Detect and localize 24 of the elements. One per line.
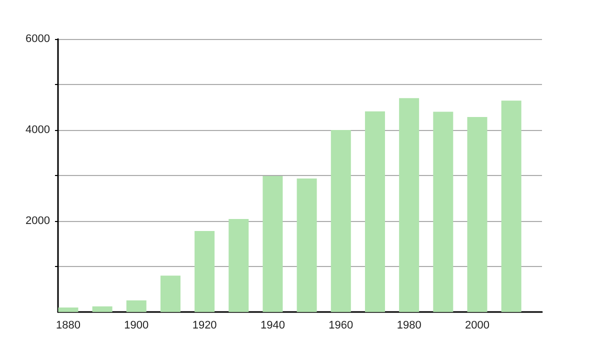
bar bbox=[501, 100, 522, 312]
x-tick-label: 1880 bbox=[56, 320, 80, 332]
bar bbox=[126, 300, 146, 312]
y-tick-label: 4000 bbox=[26, 124, 50, 136]
bar bbox=[433, 112, 454, 312]
x-tick-label: 1940 bbox=[260, 320, 285, 332]
x-tick-label: 1900 bbox=[124, 320, 149, 332]
bar bbox=[262, 176, 283, 312]
x-tick-label: 1960 bbox=[328, 320, 354, 332]
bar bbox=[467, 117, 488, 312]
bar bbox=[92, 306, 112, 312]
bar bbox=[160, 276, 180, 312]
bar bbox=[194, 231, 215, 312]
bar bbox=[58, 307, 78, 312]
x-tick-label: 1920 bbox=[192, 320, 217, 332]
y-tick-label: 2000 bbox=[26, 215, 50, 227]
y-tick-label: 6000 bbox=[26, 33, 50, 45]
bar bbox=[330, 130, 351, 312]
x-tick-label: 1980 bbox=[396, 320, 422, 332]
bar bbox=[399, 98, 420, 312]
bar bbox=[296, 178, 317, 312]
bar bbox=[364, 111, 385, 312]
x-tick-label: 2000 bbox=[464, 320, 490, 332]
bar bbox=[228, 218, 249, 312]
